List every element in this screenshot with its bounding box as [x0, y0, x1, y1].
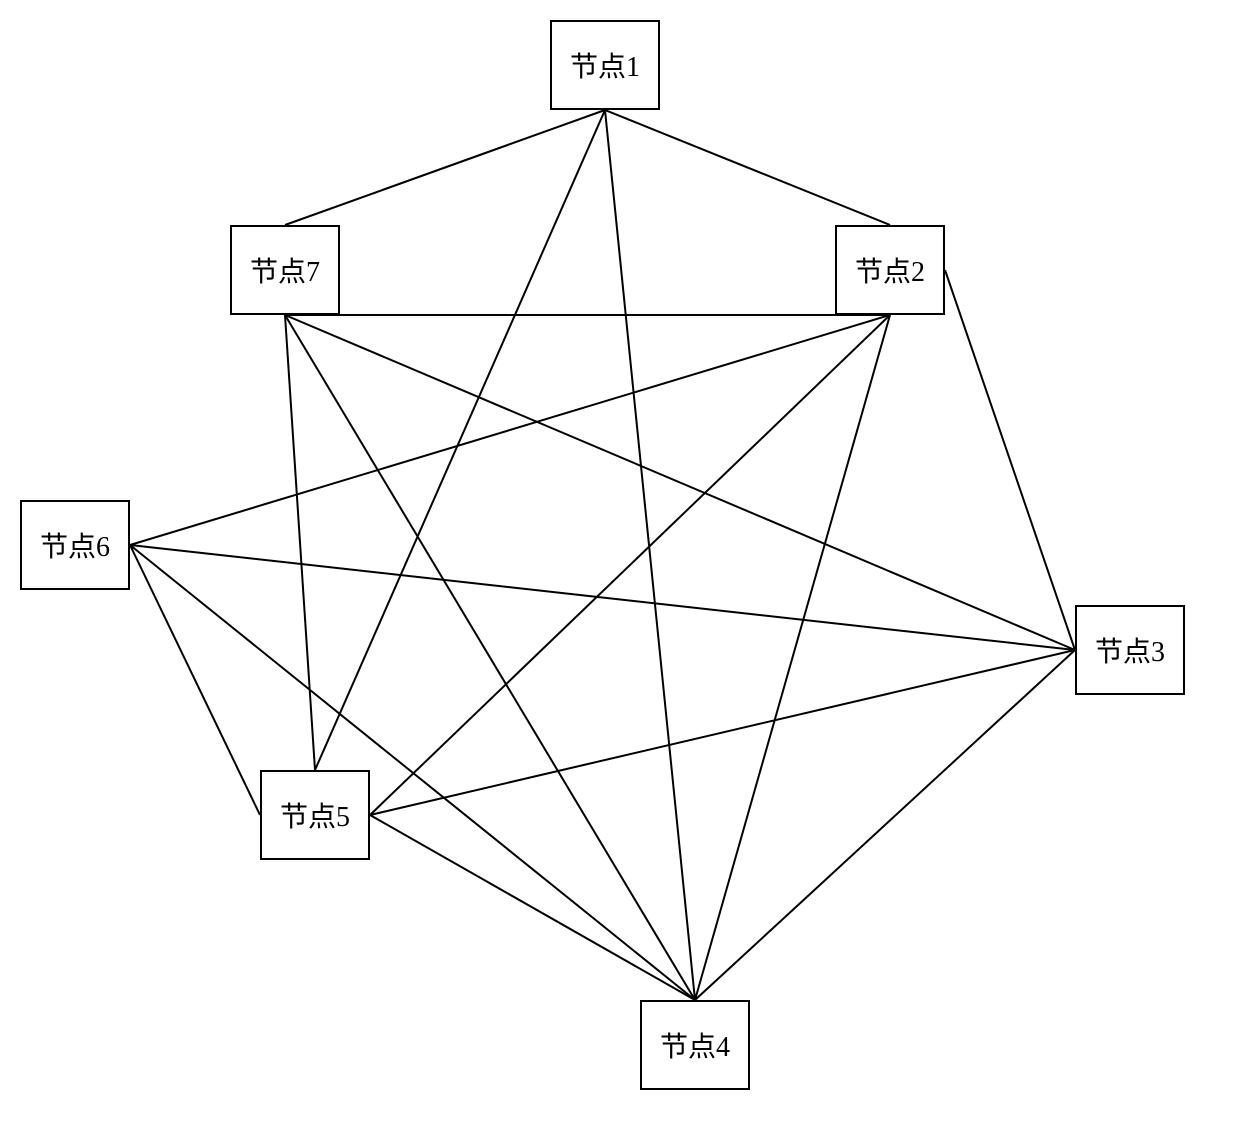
node-label: 节点3: [1095, 630, 1165, 670]
edge: [285, 315, 315, 770]
edge: [285, 315, 695, 1000]
graph-node: 节点3: [1075, 605, 1185, 695]
edge: [945, 270, 1075, 650]
node-label: 节点4: [660, 1025, 730, 1065]
edge: [605, 110, 695, 1000]
edge: [285, 110, 605, 225]
network-diagram: 节点1 节点2 节点3 节点4 节点5 节点6 节点7: [0, 0, 1240, 1127]
edge: [315, 110, 605, 770]
graph-node: 节点4: [640, 1000, 750, 1090]
edge: [285, 315, 1075, 650]
graph-node: 节点5: [260, 770, 370, 860]
graph-node: 节点2: [835, 225, 945, 315]
edge: [370, 815, 695, 1000]
edge: [605, 110, 890, 225]
edge: [370, 650, 1075, 815]
graph-node: 节点1: [550, 20, 660, 110]
edge: [130, 315, 890, 545]
node-label: 节点1: [570, 45, 640, 85]
node-label: 节点2: [855, 250, 925, 290]
graph-node: 节点6: [20, 500, 130, 590]
edge: [370, 315, 890, 815]
edge: [695, 650, 1075, 1000]
graph-node: 节点7: [230, 225, 340, 315]
node-label: 节点5: [280, 795, 350, 835]
node-label: 节点6: [40, 525, 110, 565]
edge: [695, 315, 890, 1000]
edge: [130, 545, 1075, 650]
node-label: 节点7: [250, 250, 320, 290]
edge-layer: [0, 0, 1240, 1127]
edge: [130, 545, 260, 815]
edge: [130, 545, 695, 1000]
